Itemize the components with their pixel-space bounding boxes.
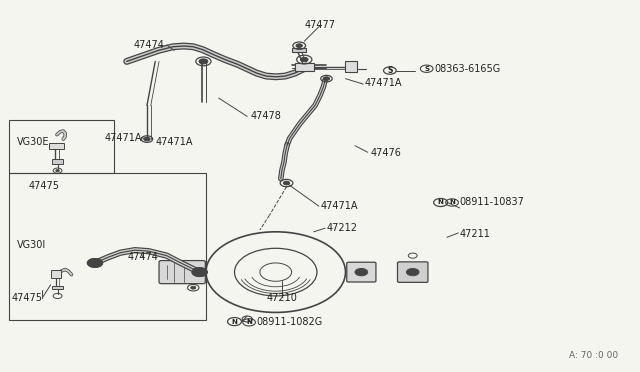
FancyBboxPatch shape <box>159 260 205 284</box>
Text: 47471A: 47471A <box>156 137 193 147</box>
Text: 47211: 47211 <box>460 229 490 238</box>
Text: N: N <box>246 319 252 326</box>
Text: 47471A: 47471A <box>365 78 402 89</box>
Bar <box>292 48 306 52</box>
FancyBboxPatch shape <box>397 262 428 282</box>
Circle shape <box>144 137 150 141</box>
Bar <box>295 62 314 71</box>
Text: S: S <box>424 66 429 72</box>
Circle shape <box>191 286 196 289</box>
Text: 47210: 47210 <box>267 293 298 303</box>
Text: 47474: 47474 <box>127 253 158 263</box>
Text: VG30I: VG30I <box>17 240 46 250</box>
Bar <box>10 120 114 173</box>
Circle shape <box>323 77 330 80</box>
Bar <box>51 270 61 278</box>
Circle shape <box>192 268 207 276</box>
Text: N: N <box>449 199 455 205</box>
Circle shape <box>284 181 290 185</box>
Text: N: N <box>438 199 444 205</box>
Text: 08911-1082G: 08911-1082G <box>257 317 323 327</box>
Circle shape <box>358 270 365 274</box>
Text: A: 70 :0 00: A: 70 :0 00 <box>569 351 618 360</box>
Bar <box>52 159 63 164</box>
Text: 08363-6165G: 08363-6165G <box>435 64 500 74</box>
Text: 47476: 47476 <box>371 148 402 158</box>
Text: VG30E: VG30E <box>17 137 49 147</box>
Text: 47477: 47477 <box>305 20 335 30</box>
FancyBboxPatch shape <box>347 262 376 282</box>
Text: S: S <box>387 66 392 75</box>
Text: 47471A: 47471A <box>105 134 143 143</box>
Text: 47212: 47212 <box>326 223 358 233</box>
Circle shape <box>406 269 419 276</box>
Circle shape <box>355 269 368 276</box>
Circle shape <box>56 170 60 172</box>
Bar <box>52 286 63 289</box>
Circle shape <box>300 57 308 62</box>
Circle shape <box>199 59 208 64</box>
Text: 08911-10837: 08911-10837 <box>460 198 525 208</box>
Bar <box>10 173 206 320</box>
Text: 47471A: 47471A <box>320 201 358 211</box>
Text: 47478: 47478 <box>250 111 281 121</box>
Text: 47474: 47474 <box>134 40 164 50</box>
Bar <box>49 143 64 149</box>
Bar <box>346 61 357 73</box>
Text: N: N <box>232 318 237 325</box>
Circle shape <box>296 44 302 48</box>
Text: 47475: 47475 <box>29 181 60 191</box>
Circle shape <box>88 259 102 267</box>
Text: 47475: 47475 <box>12 293 42 303</box>
